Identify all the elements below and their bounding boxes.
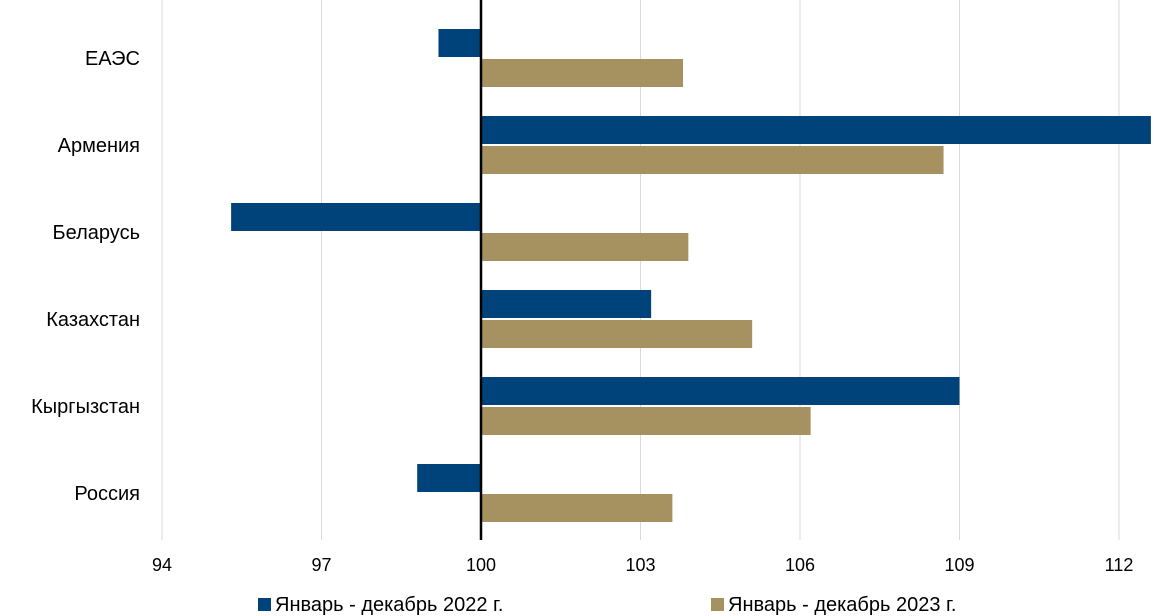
legend: Январь - декабрь 2022 г. Январь - декабрь… (258, 594, 956, 616)
x-tick-label: 106 (785, 555, 815, 575)
bar-2023 (481, 320, 753, 348)
x-tick-label: 112 (1105, 555, 1134, 575)
category-label: Армения (58, 135, 140, 157)
x-tick-label: 109 (944, 555, 974, 575)
legend-swatch (258, 598, 271, 611)
category-label: Казахстан (46, 309, 140, 331)
category-label: Россия (74, 483, 140, 505)
bar-2023 (481, 233, 689, 261)
category-label: Кыргызстан (31, 396, 140, 418)
bar-2023 (481, 407, 811, 435)
bar-2023 (481, 146, 944, 174)
bar-2023 (481, 494, 673, 522)
category-label: ЕАЭС (85, 48, 140, 70)
legend-label: Январь - декабрь 2023 г. (728, 594, 956, 616)
gridlines (161, 0, 1120, 540)
legend-swatch (711, 598, 724, 611)
bar-2022 (231, 203, 481, 231)
bar-2022 (481, 377, 960, 405)
bar-2022 (481, 116, 1151, 144)
axes: 94 97 100 103 106 109 112 ЕАЭС Армения Беларусь Ка… (31, 0, 1133, 575)
bar-2022 (481, 290, 652, 318)
category-label: Беларусь (53, 222, 140, 244)
x-tick-label: 97 (311, 555, 331, 575)
x-tick-label: 103 (625, 555, 655, 575)
bar-2023 (481, 59, 684, 87)
x-tick-label: 94 (152, 555, 172, 575)
bar-2022 (438, 29, 481, 57)
x-tick-label: 100 (466, 555, 496, 575)
bar-2022 (417, 464, 481, 492)
legend-label: Январь - декабрь 2022 г. (275, 594, 503, 616)
bars (231, 29, 1151, 522)
